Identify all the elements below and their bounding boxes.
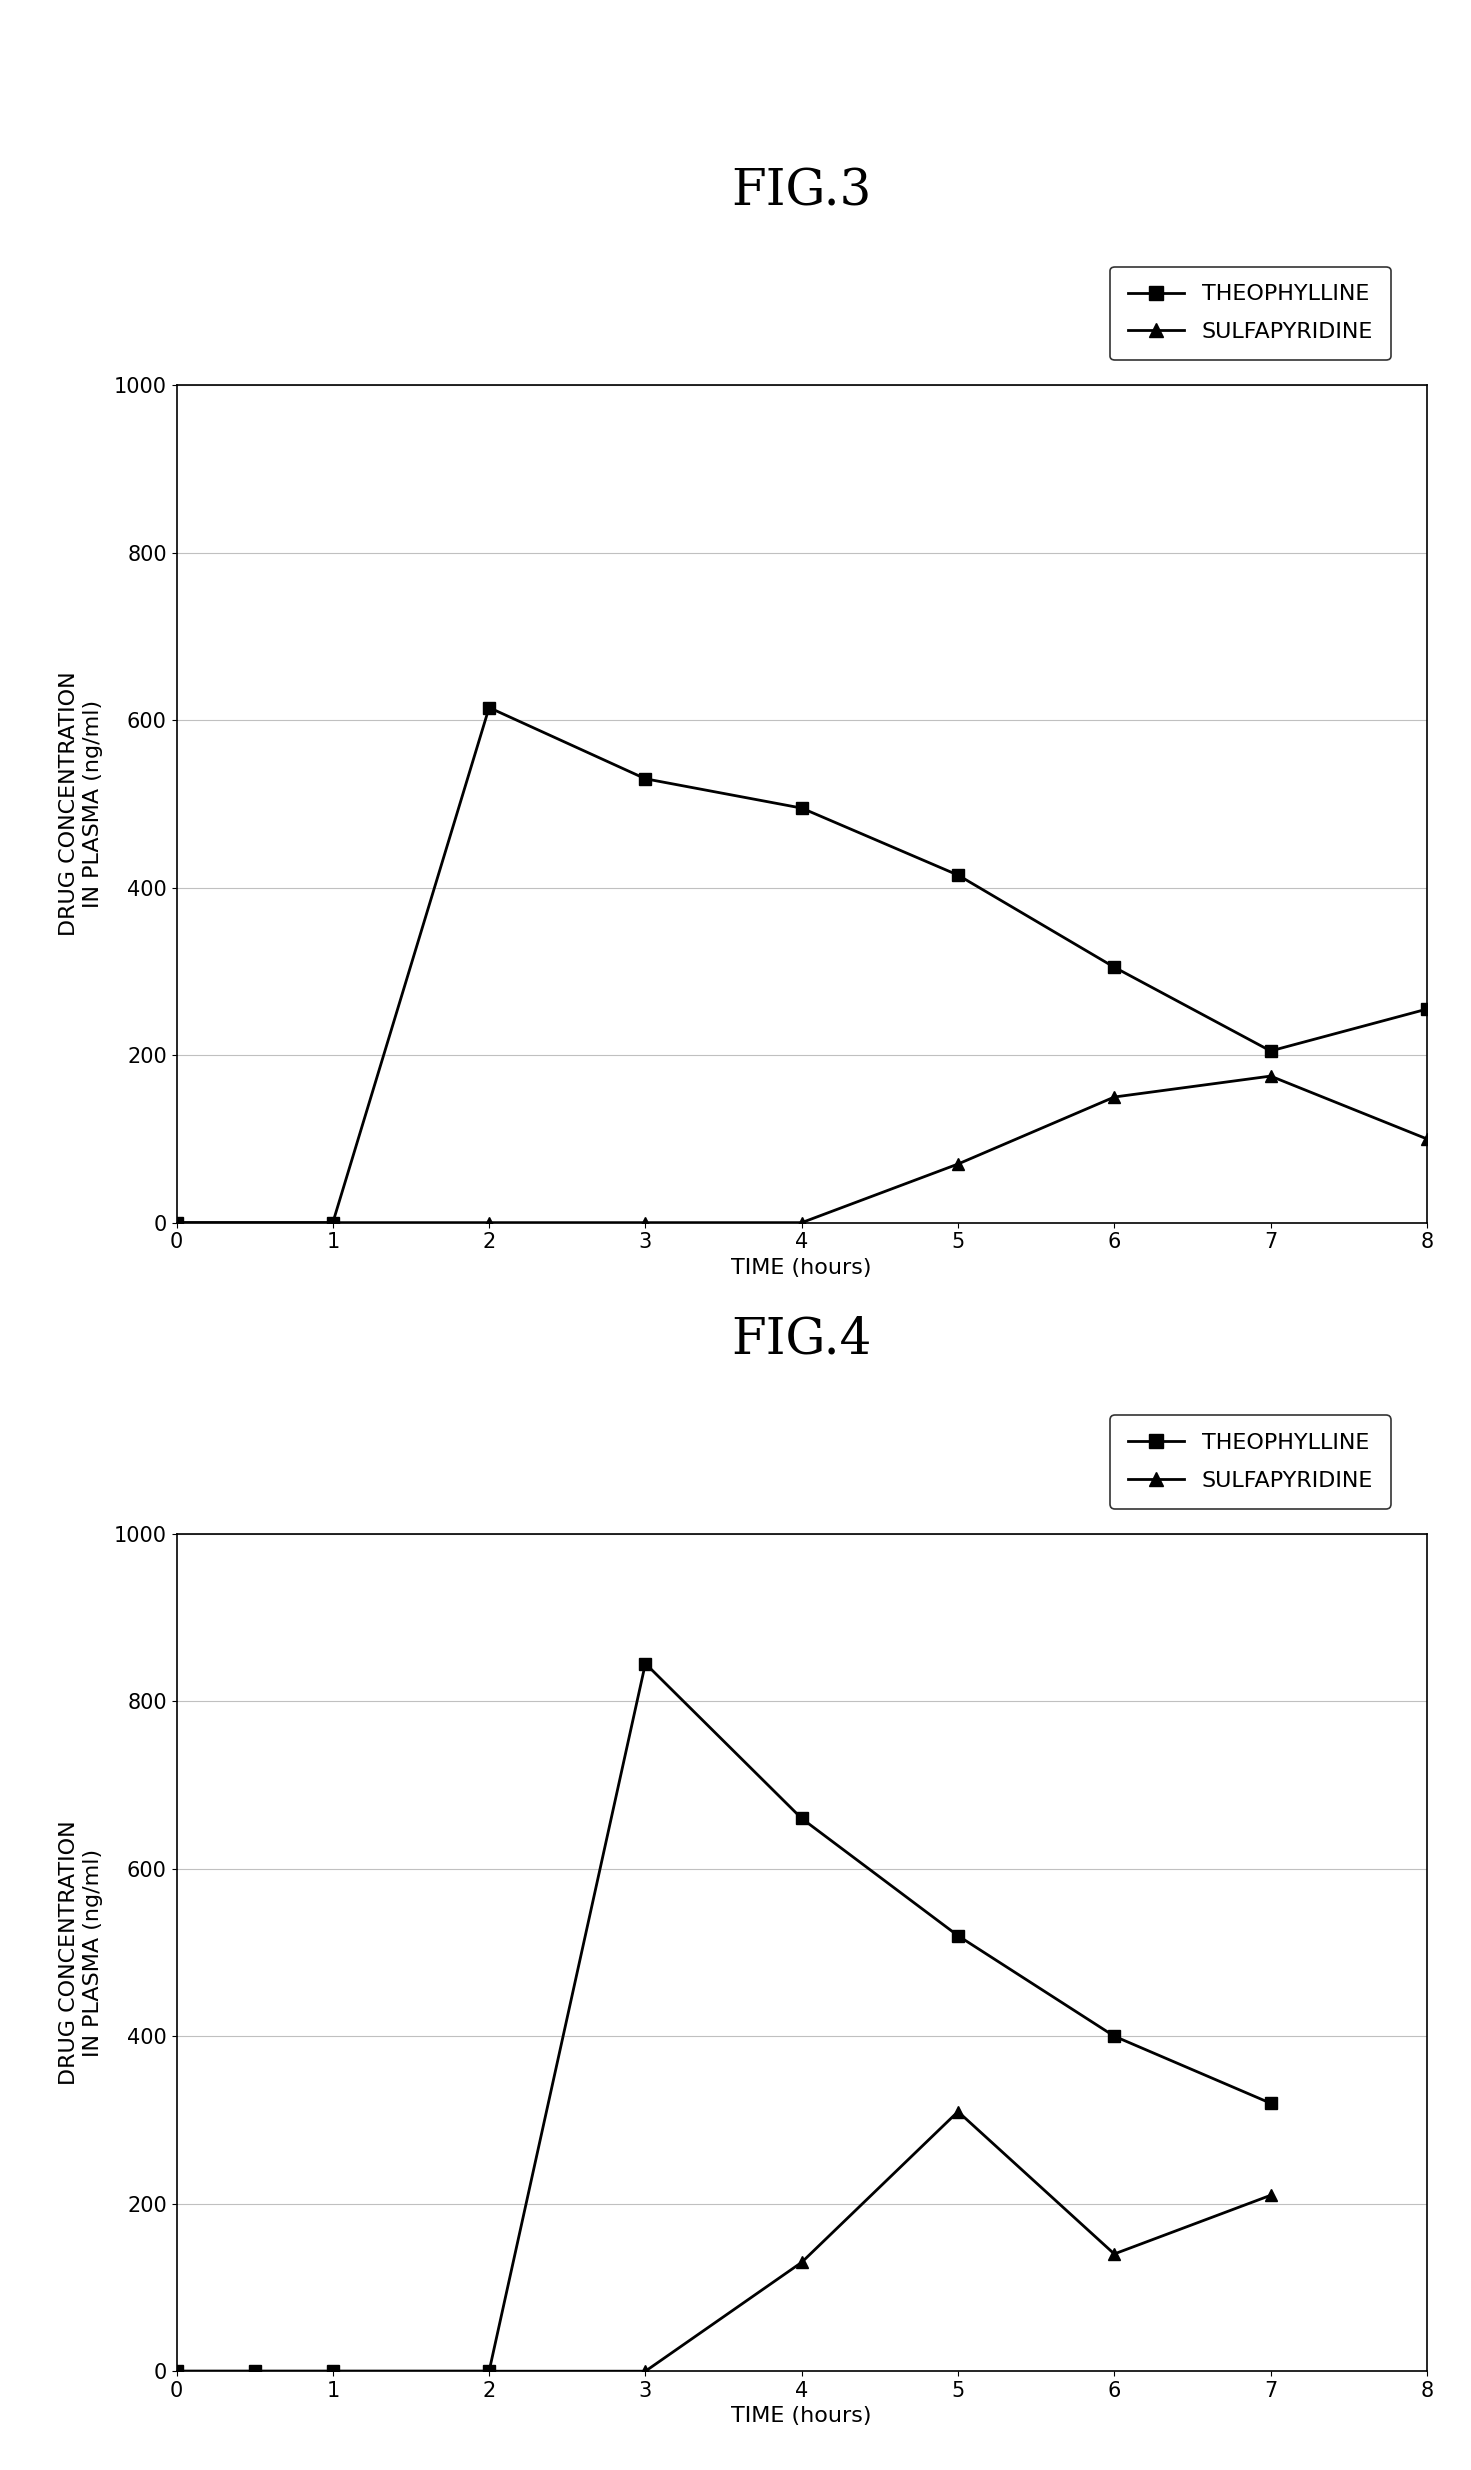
- Legend: THEOPHYLLINE, SULFAPYRIDINE: THEOPHYLLINE, SULFAPYRIDINE: [1111, 1415, 1390, 1509]
- X-axis label: TIME (hours): TIME (hours): [731, 2406, 872, 2426]
- X-axis label: TIME (hours): TIME (hours): [731, 1257, 872, 1277]
- Text: FIG.4: FIG.4: [731, 1314, 872, 1363]
- Y-axis label: DRUG CONCENTRATION
IN PLASMA (ng/ml): DRUG CONCENTRATION IN PLASMA (ng/ml): [59, 1820, 103, 2085]
- Text: FIG.3: FIG.3: [731, 165, 872, 215]
- Legend: THEOPHYLLINE, SULFAPYRIDINE: THEOPHYLLINE, SULFAPYRIDINE: [1111, 267, 1390, 361]
- Y-axis label: DRUG CONCENTRATION
IN PLASMA (ng/ml): DRUG CONCENTRATION IN PLASMA (ng/ml): [59, 672, 103, 936]
